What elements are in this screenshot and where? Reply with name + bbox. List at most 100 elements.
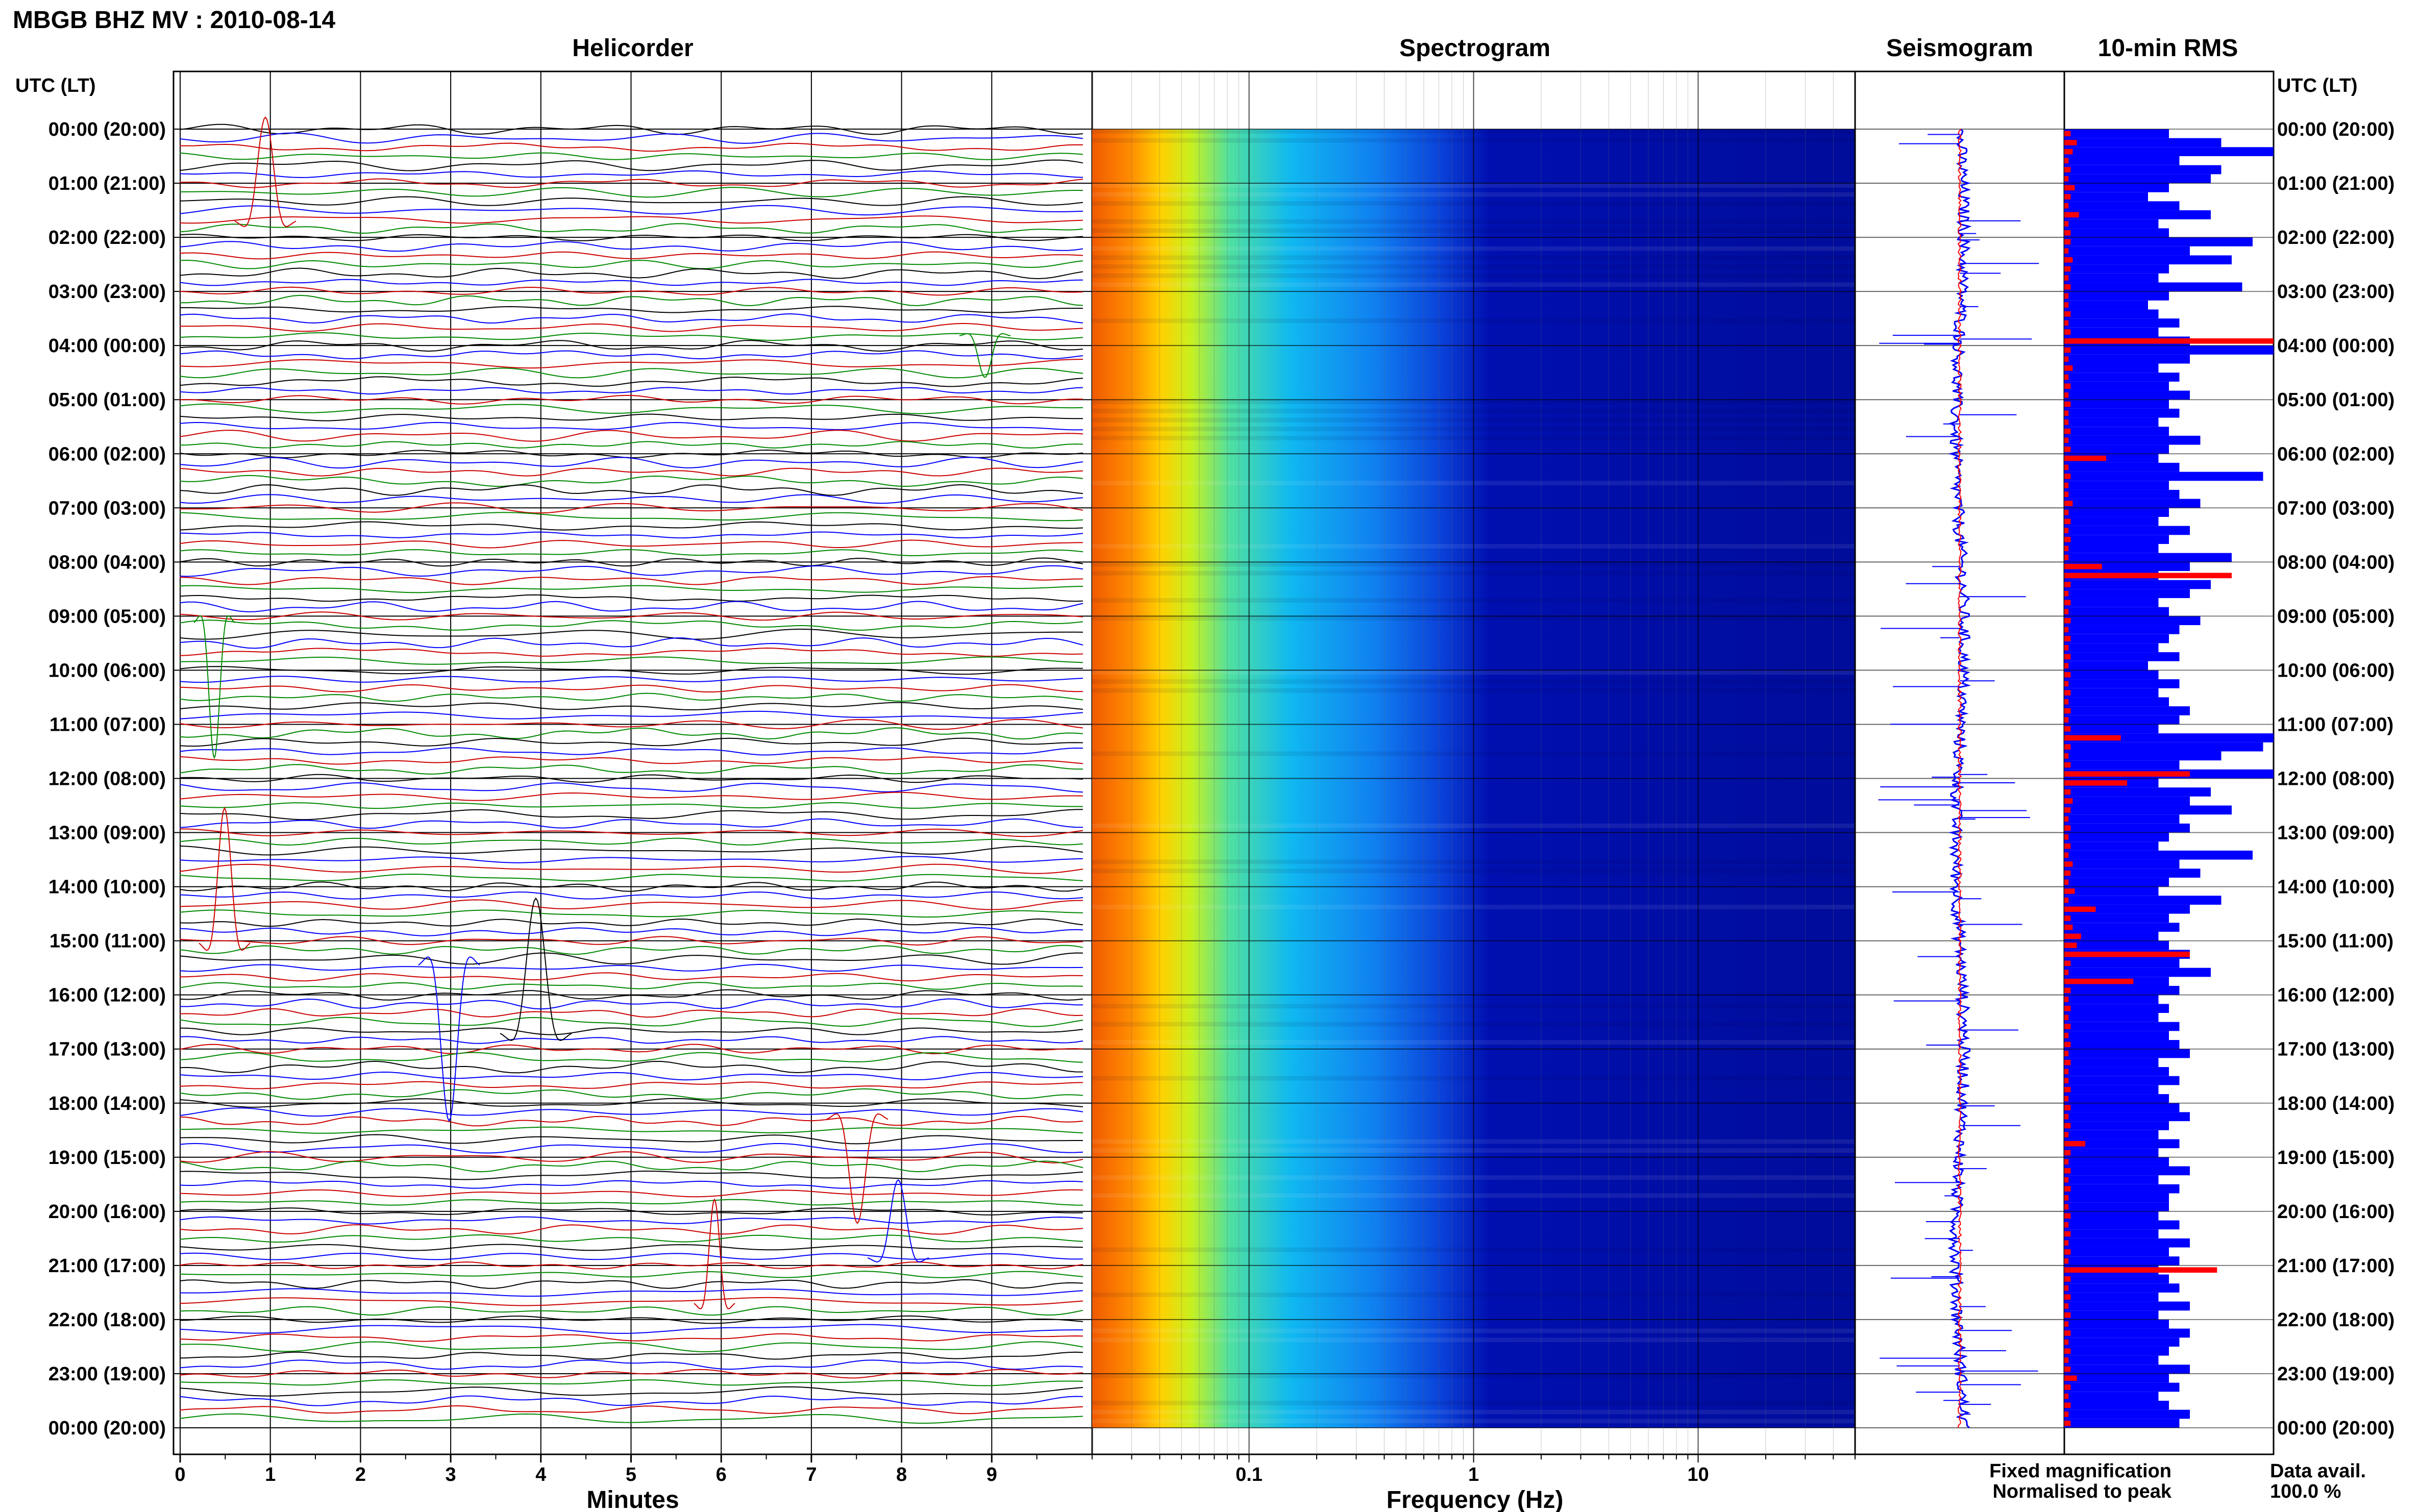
helicorder-trace — [179, 279, 1083, 286]
helicorder-x-tick-label: 4 — [535, 1464, 546, 1485]
rms-normalised-bar — [2064, 771, 2190, 777]
helicorder-trace — [179, 666, 1083, 675]
time-label-right: 09:00 (05:00) — [2277, 606, 2395, 627]
rms-fixed-bar — [2064, 489, 2180, 499]
rms-fixed-bar — [2064, 390, 2190, 400]
rms-fixed-bar — [2064, 670, 2159, 680]
rms-fixed-bar — [2064, 183, 2169, 192]
rms-fixed-bar — [2064, 318, 2180, 328]
helicorder-trace — [179, 178, 1083, 188]
rms-fixed-bar — [2064, 1112, 2190, 1122]
time-label-right: 05:00 (01:00) — [2277, 389, 2395, 411]
helicorder-trace — [179, 764, 1083, 775]
rms-fixed-bar — [2064, 1274, 2169, 1284]
rms-fixed-bar — [2064, 1365, 2190, 1374]
rms-normalised-bar — [2064, 1330, 2071, 1336]
rms-normalised-bar — [2064, 1402, 2071, 1408]
rms-normalised-bar — [2064, 1168, 2071, 1174]
helicorder-trace — [179, 467, 1083, 477]
rms-normalised-bar — [2064, 1086, 2071, 1093]
helicorder-trace — [179, 234, 1083, 241]
rms-normalised-bar — [2064, 617, 2071, 624]
rms-normalised-bar — [2064, 807, 2071, 813]
rms-normalised-bar — [2064, 518, 2071, 525]
helicorder-trace — [179, 1306, 1083, 1316]
time-label-right: 07:00 (03:00) — [2277, 498, 2395, 519]
helicorder-trace — [179, 313, 1083, 324]
helicorder-trace — [179, 963, 1083, 972]
rms-fixed-bar — [2064, 724, 2159, 734]
helicorder-x-tick-label: 7 — [806, 1464, 817, 1485]
helicorder-title: Helicorder — [572, 35, 693, 62]
helicorder-trace — [179, 1151, 1083, 1163]
rms-normalised-bar — [2064, 293, 2069, 299]
rms-fixed-bar — [2064, 1328, 2190, 1338]
helicorder-trace — [179, 1271, 1083, 1278]
rms-normalised-bar — [2064, 1222, 2069, 1228]
rms-fixed-bar — [2064, 913, 2169, 923]
rms-normalised-bar — [2064, 600, 2071, 606]
rms-normalised-bar — [2064, 590, 2069, 597]
rms-normalised-bar — [2064, 1105, 2071, 1110]
rms-normalised-bar — [2064, 158, 2069, 164]
rms-normalised-bar — [2064, 410, 2069, 416]
helicorder-trace — [179, 1088, 1083, 1100]
rms-fixed-bar — [2064, 859, 2180, 869]
time-label-right: 18:00 (14:00) — [2277, 1093, 2395, 1114]
rms-fixed-bar — [2064, 598, 2159, 607]
rms-normalised-bar — [2064, 221, 2069, 227]
rms-fixed-bar — [2064, 1292, 2159, 1302]
rms-fixed-bar — [2064, 1193, 2169, 1203]
spectrogram-panel: 0.1 1 10 Frequency (Hz) — [1091, 70, 1856, 1512]
time-label-right: 01:00 (21:00) — [2277, 173, 2395, 194]
helicorder-trace — [179, 1044, 1083, 1055]
time-label-left: 08:00 (04:00) — [48, 552, 166, 573]
time-label-left: 21:00 (17:00) — [48, 1255, 166, 1277]
helicorder-trace — [179, 1189, 1083, 1198]
rms-fixed-bar — [2064, 543, 2159, 553]
rms-normalised-bar — [2064, 609, 2069, 614]
rms-fixed-bar — [2064, 472, 2263, 481]
rms-fixed-bar — [2064, 201, 2180, 211]
rms-fixed-bar — [2064, 381, 2169, 391]
rms-normalised-bar — [2064, 212, 2079, 218]
rms-normalised-bar — [2064, 1132, 2069, 1137]
helicorder-trace — [179, 837, 1083, 846]
rms-normalised-bar — [2064, 654, 2071, 660]
rms-fixed-bar — [2064, 1121, 2169, 1130]
helicorder-x-tick-label: 6 — [716, 1464, 727, 1485]
helicorder-trace — [179, 972, 1083, 982]
rms-normalised-bar — [2064, 464, 2069, 470]
helicorder-trace — [179, 306, 1083, 313]
rms-fixed-bar — [2064, 1419, 2180, 1428]
helicorder-trace — [179, 241, 1083, 252]
rms-fixed-bar — [2064, 363, 2159, 373]
time-label-left: 11:00 (07:00) — [50, 714, 166, 735]
seismogram-normalised-trace — [1957, 129, 1962, 1428]
rms-normalised-bar — [2064, 645, 2069, 651]
helicorder-trace — [179, 512, 1083, 522]
rms-fixed-bar — [2064, 427, 2169, 436]
helicorder-trace — [179, 863, 1083, 874]
time-label-right: 11:00 (07:00) — [2277, 714, 2393, 735]
rms-fixed-bar — [2064, 1337, 2180, 1347]
helicorder-trace — [179, 1234, 1083, 1243]
helicorder-trace — [179, 159, 1083, 171]
helicorder-trace — [179, 881, 1083, 892]
helicorder-trace — [179, 874, 1083, 882]
rms-normalised-bar — [2064, 933, 2081, 939]
helicorder-trace — [179, 1413, 1083, 1424]
helicorder-trace — [179, 594, 1083, 602]
rms-fixed-bar — [2064, 165, 2221, 175]
rms-normalised-bar — [2064, 374, 2069, 380]
helicorder-event — [694, 1198, 735, 1309]
rms-fixed-bar — [2064, 156, 2180, 165]
rms-normalised-bar — [2064, 960, 2071, 966]
helicorder-trace — [179, 856, 1083, 863]
rms-normalised-bar — [2064, 1321, 2069, 1327]
rms-normalised-bar — [2064, 1177, 2069, 1183]
time-labels-right: 00:00 (20:00) 01:00 (21:00) 02:00 (22:00) 0… — [2277, 119, 2395, 1439]
rms-fixed-bar — [2064, 174, 2211, 184]
rms-fixed-bar — [2064, 138, 2221, 147]
